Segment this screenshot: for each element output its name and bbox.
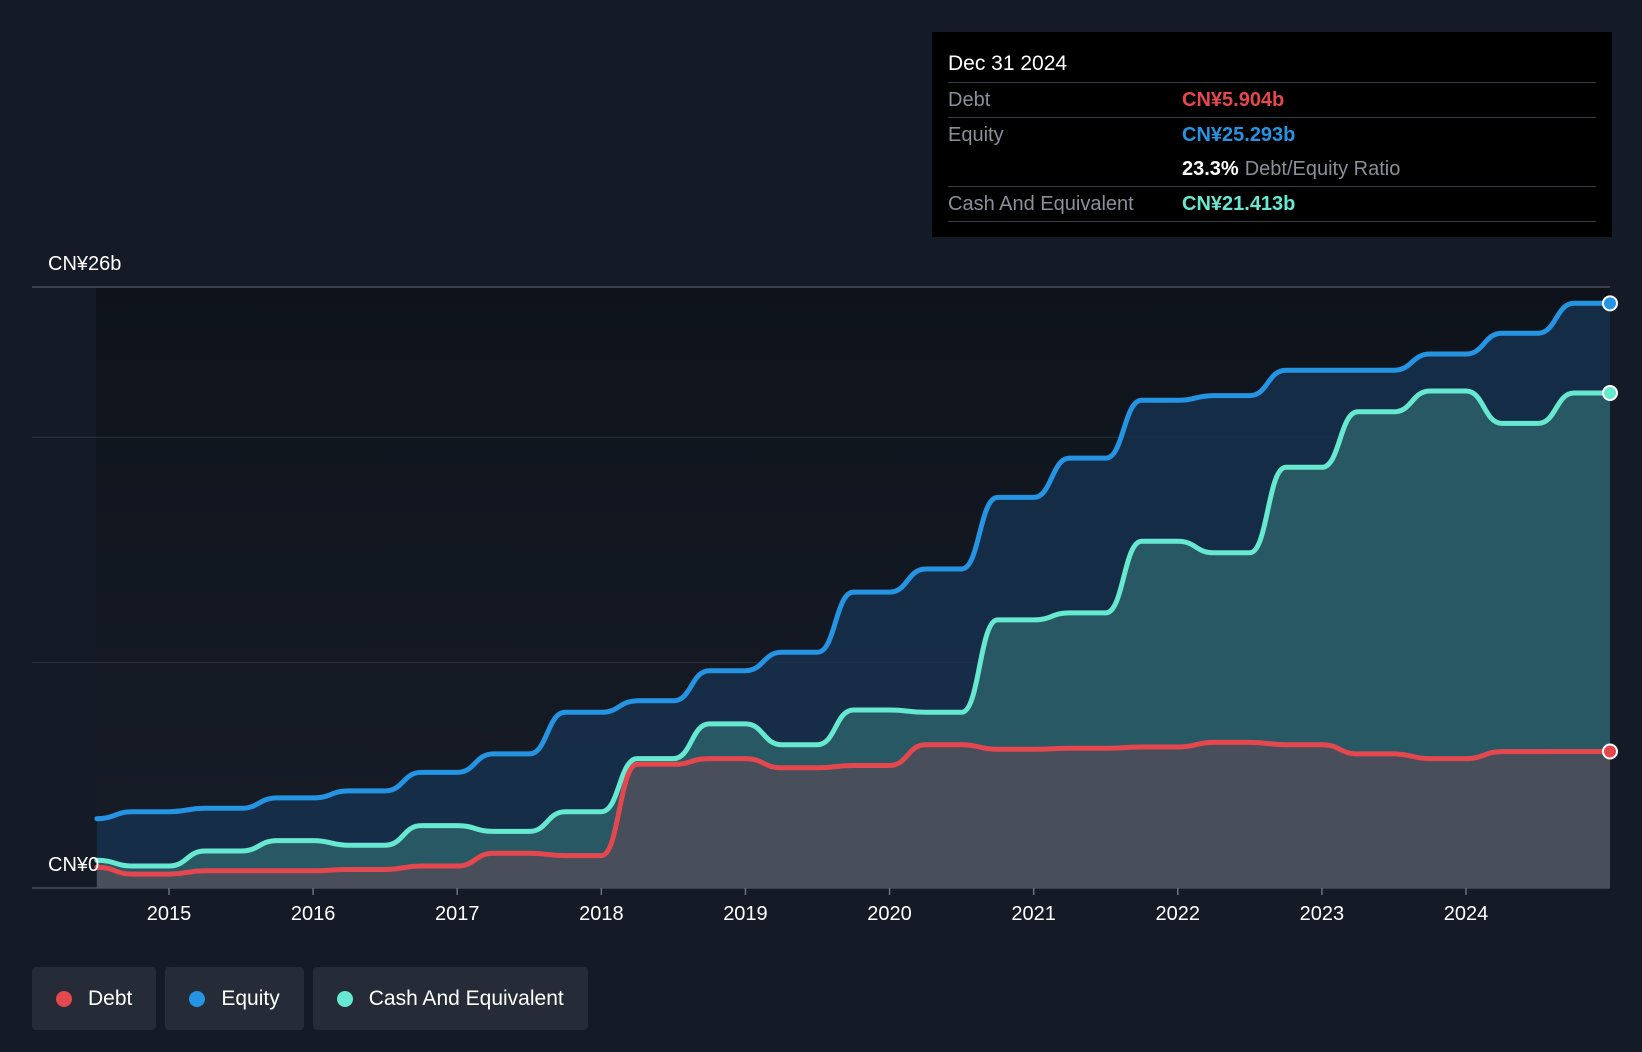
tooltip-date: Dec 31 2024 xyxy=(948,46,1596,83)
x-tick-label: 2018 xyxy=(579,903,624,925)
y-axis-top-label: CN¥26b xyxy=(48,253,121,275)
tooltip-value-debt: CN¥5.904b xyxy=(1182,89,1285,111)
x-tick-label: 2017 xyxy=(435,903,480,925)
x-tick-label: 2016 xyxy=(291,903,336,925)
line-debt xyxy=(94,739,1613,877)
line-cash-and-equivalent xyxy=(94,388,1613,869)
legend-dot-debt xyxy=(56,990,72,1007)
area-debt xyxy=(96,742,1610,888)
tooltip-label-debt: Debt xyxy=(948,89,991,111)
endpoint-equity xyxy=(1602,295,1618,312)
legend-label-equity: Equity xyxy=(221,986,280,1010)
tooltip-panel: Dec 31 2024 Debt CN¥5.904b Equity CN¥25.… xyxy=(932,32,1612,237)
tooltip-ratio-value: 23.3% xyxy=(1182,158,1239,180)
x-tick-label: 2020 xyxy=(867,903,912,925)
legend-item-debt[interactable]: Debt xyxy=(32,967,157,1030)
endpoint-debt xyxy=(1602,743,1618,760)
tooltip-row-ratio: 23.3% Debt/Equity Ratio xyxy=(948,152,1596,187)
legend-item-equity[interactable]: Equity xyxy=(165,967,304,1030)
tooltip-value-cash: CN¥21.413b xyxy=(1182,193,1296,215)
x-tick-label: 2021 xyxy=(1011,903,1056,925)
x-tick-label: 2023 xyxy=(1300,903,1345,925)
x-tick-label: 2022 xyxy=(1156,903,1201,925)
tooltip-value-equity: CN¥25.293b xyxy=(1182,124,1296,146)
x-tick-label: 2015 xyxy=(147,903,192,925)
legend-item-cash[interactable]: Cash And Equivalent xyxy=(312,967,588,1030)
legend-dot-cash xyxy=(336,990,353,1007)
tooltip-ratio-label: Debt/Equity Ratio xyxy=(1244,158,1401,180)
y-axis-bottom-label: CN¥0 xyxy=(48,854,99,876)
endpoint-cash-and-equivalent xyxy=(1602,385,1618,402)
tooltip-label-cash: Cash And Equivalent xyxy=(948,193,1134,215)
legend-dot-equity xyxy=(189,990,206,1007)
line-equity xyxy=(94,300,1613,822)
tooltip-row-debt: Debt CN¥5.904b xyxy=(948,83,1596,118)
tooltip-label-equity: Equity xyxy=(948,124,1004,146)
legend-label-debt: Debt xyxy=(88,986,133,1010)
legend-label-cash: Cash And Equivalent xyxy=(368,986,564,1010)
tooltip-row-cash: Cash And Equivalent CN¥21.413b xyxy=(948,187,1596,222)
tooltip-row-equity: Equity CN¥25.293b xyxy=(948,118,1596,152)
tooltip-ratio-spacer xyxy=(948,152,1182,186)
x-tick-label: 2024 xyxy=(1444,903,1489,925)
x-tick-label: 2019 xyxy=(723,903,768,925)
chart-legend: Debt Equity Cash And Equivalent xyxy=(32,967,588,1030)
